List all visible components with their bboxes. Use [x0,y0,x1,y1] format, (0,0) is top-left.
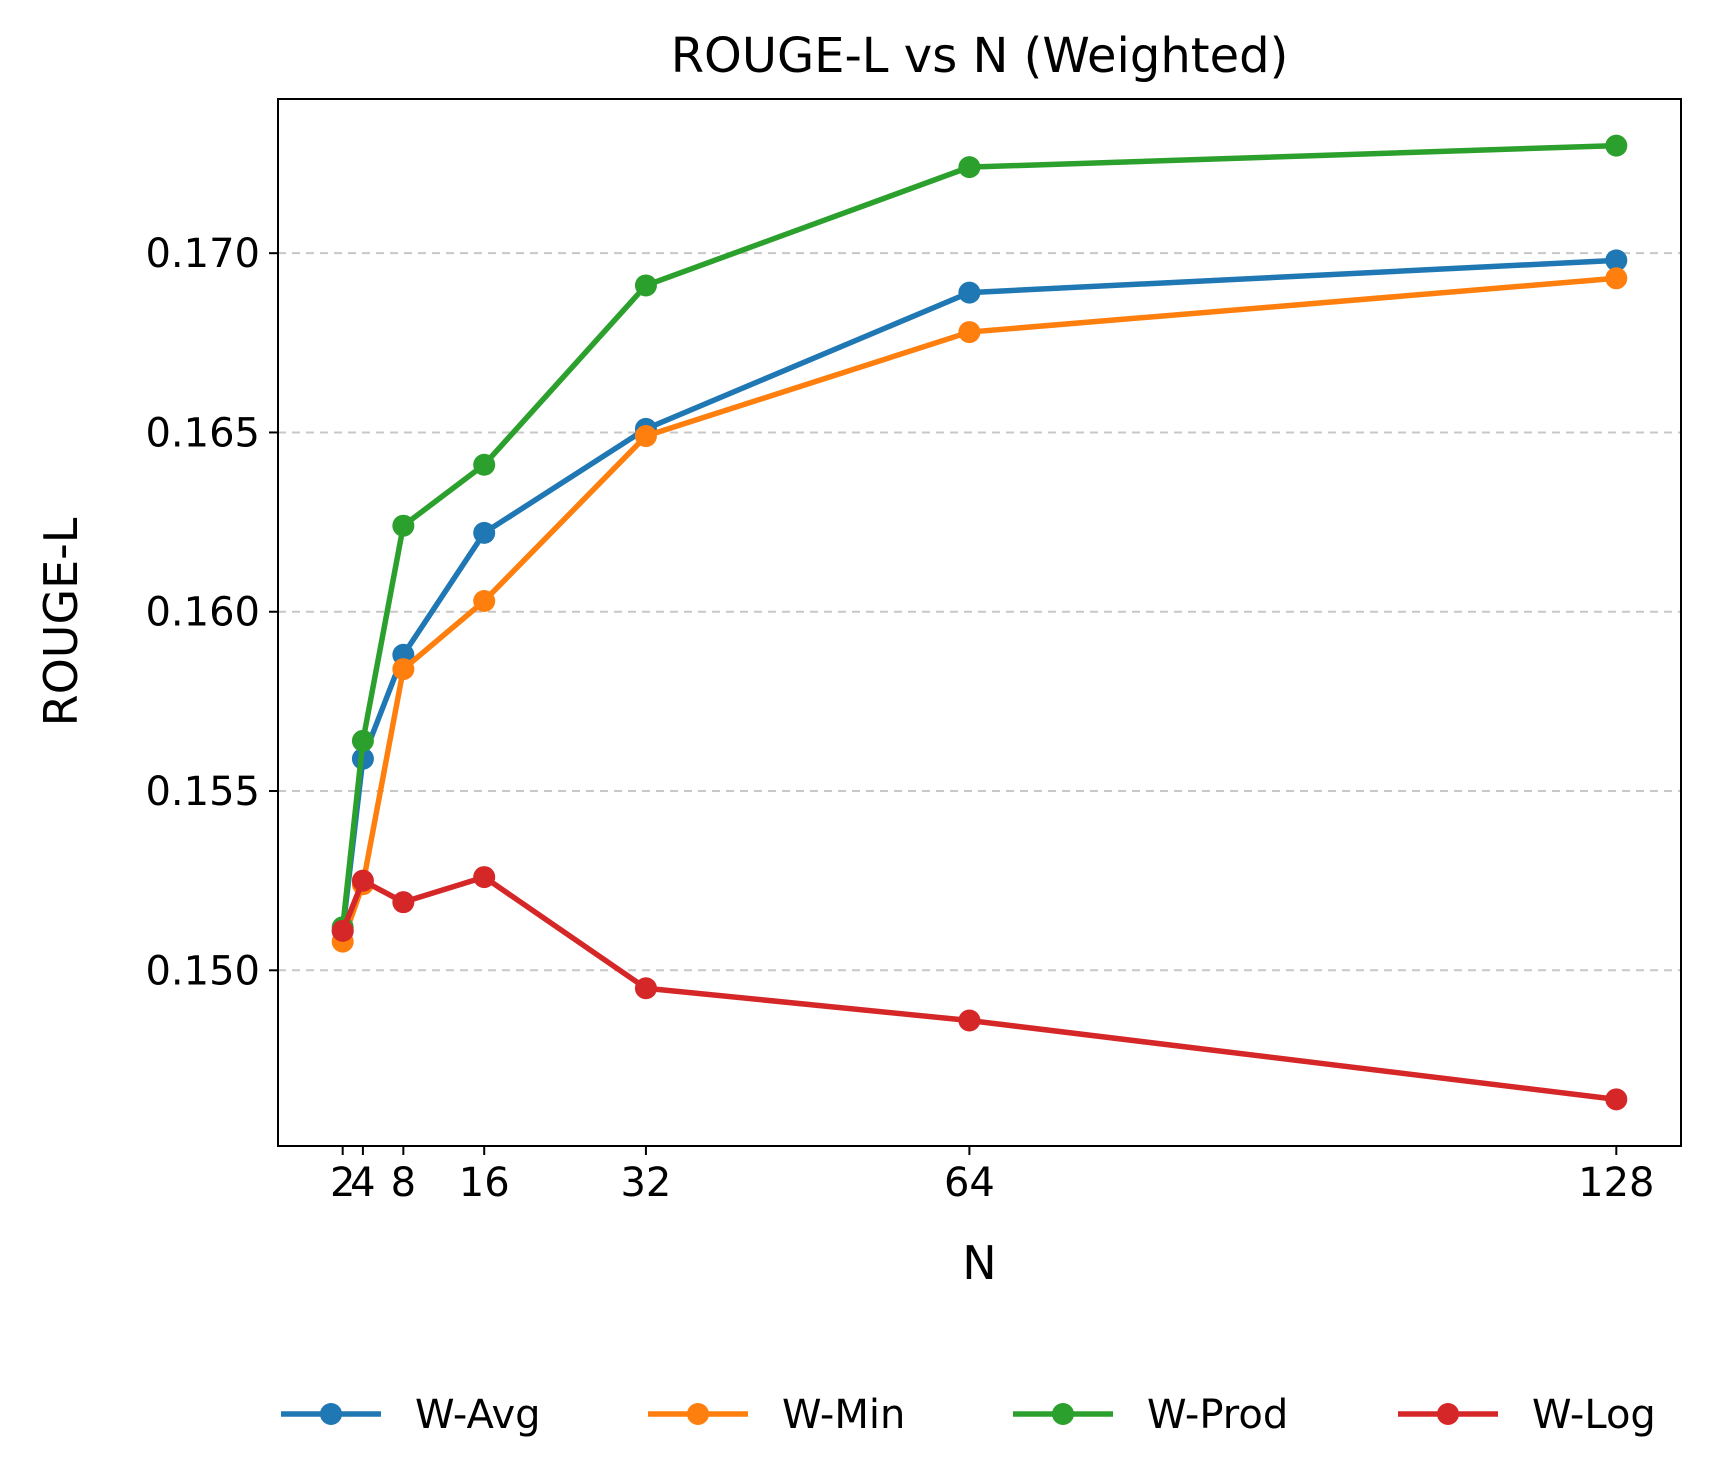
data-point [473,866,496,889]
series-w-min [331,267,1628,953]
data-point [958,281,981,304]
data-point [392,891,415,914]
data-point [958,321,981,344]
legend-item: W-Log [1398,1392,1656,1438]
data-point [958,1009,981,1032]
series-line [339,142,1620,931]
data-point [331,919,354,942]
y-tick-label: 0.165 [145,410,260,456]
legend-label: W-Log [1532,1392,1656,1438]
x-tick-label: 32 [620,1160,671,1206]
x-tick-label: 64 [944,1160,995,1206]
x-tick-label: 8 [391,1160,416,1206]
data-point [351,869,374,892]
series-w-avg [331,249,1628,942]
data-point [392,658,415,681]
legend-marker [1052,1403,1074,1425]
data-point [473,521,496,544]
y-axis-label: ROUGE-L [34,517,88,726]
legend-item: W-Min [648,1392,905,1438]
x-tick-label: 2 [330,1160,355,1206]
series-line [339,275,1620,945]
legend: W-Avg W-Min W-Prod W-Log [281,1392,1656,1438]
series-line [339,257,1620,934]
data-point [1605,267,1628,290]
data-point [1605,1088,1628,1111]
y-axis-ticks: 0.150 0.155 0.160 0.165 0.170 [145,231,278,994]
data-point [473,589,496,612]
y-tick-label: 0.155 [145,769,260,815]
legend-label: W-Avg [415,1392,541,1438]
plot-frame [277,98,1682,1147]
data-point [634,274,657,297]
series-layer [331,134,1628,1111]
grid-layer [278,252,1681,972]
legend-item: W-Prod [1013,1392,1288,1438]
series-w-log [331,866,1628,1111]
y-tick-label: 0.170 [145,231,260,277]
series-line [339,874,1620,1103]
data-point [634,425,657,448]
x-tick-label: 4 [350,1160,375,1206]
data-point [1605,134,1628,157]
x-tick-label: 16 [459,1160,510,1206]
legend-label: W-Prod [1147,1392,1288,1438]
data-point [473,453,496,476]
legend-marker [320,1403,342,1425]
data-point [1605,249,1628,272]
series-w-prod [331,134,1628,939]
x-axis-ticks: 24 8 16 32 64 128 [330,1146,1654,1206]
legend-item: W-Avg [281,1392,541,1438]
data-point [634,977,657,1000]
chart-title: ROUGE-L vs N (Weighted) [671,28,1289,84]
y-tick-label: 0.150 [145,948,260,994]
x-axis-label: N [962,1236,996,1290]
legend-label: W-Min [782,1392,905,1438]
x-tick-label: 128 [1578,1160,1654,1206]
y-tick-label: 0.160 [145,590,260,636]
data-point [351,729,374,752]
legend-marker [1437,1403,1459,1425]
data-point [958,156,981,179]
data-point [392,514,415,537]
legend-marker [687,1403,709,1425]
